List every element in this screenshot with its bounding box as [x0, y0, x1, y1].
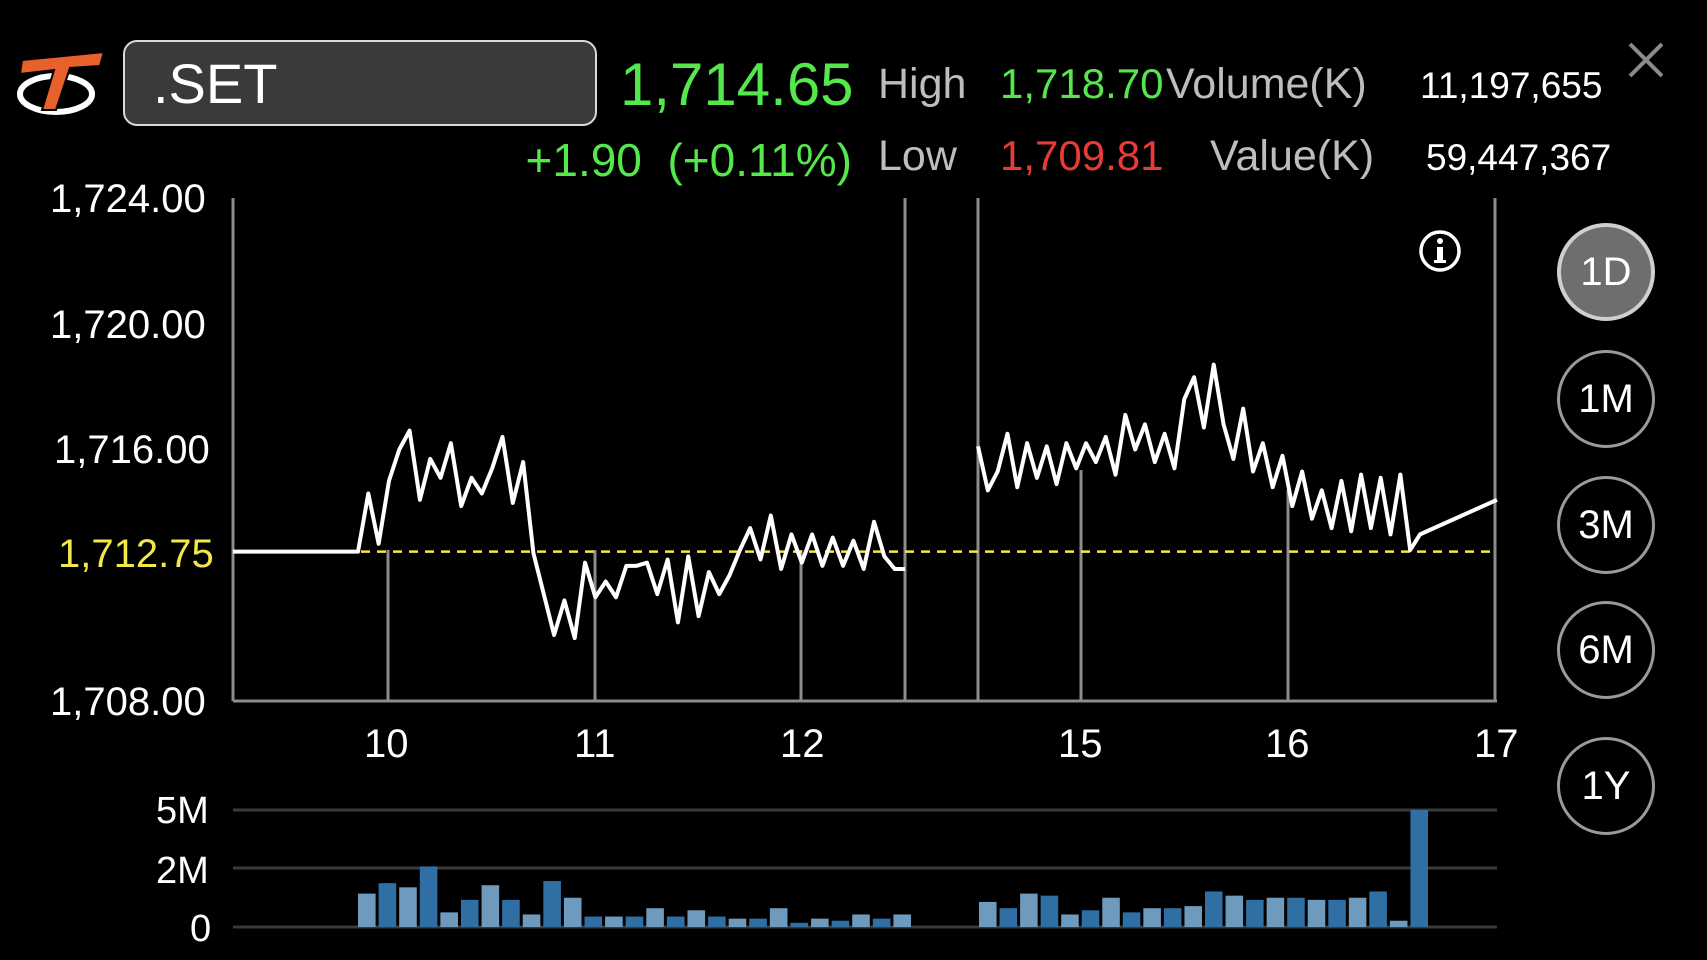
- volume-bar: [979, 901, 997, 927]
- volume-bar: [852, 914, 870, 927]
- volume-bar: [1287, 897, 1305, 927]
- volume-bars: [358, 810, 1428, 927]
- y-tick-label: 1,708.00: [50, 680, 206, 724]
- high-value: 1,718.70: [1000, 60, 1164, 107]
- volume-bar: [1102, 897, 1120, 927]
- volume-bar: [1040, 895, 1059, 927]
- x-tick-label: 11: [574, 722, 616, 766]
- volume-bar: [1328, 899, 1346, 927]
- low-label: Low: [878, 132, 957, 180]
- volume-bar: [460, 899, 479, 927]
- volume-value: 11,197,655: [1420, 65, 1603, 106]
- volume-bar: [749, 918, 767, 927]
- y-tick-label: 1,716.00: [54, 428, 210, 472]
- volume-bar: [1225, 895, 1244, 927]
- symbol-search-input[interactable]: .SET: [123, 40, 597, 126]
- volume-bar: [1163, 908, 1182, 927]
- value-value: 59,447,367: [1426, 137, 1612, 178]
- y-tick-label: 1,724.00: [50, 177, 206, 221]
- volume-bar: [999, 908, 1018, 927]
- x-tick-label: 17: [1474, 722, 1519, 766]
- x-tick-label: 16: [1265, 722, 1310, 766]
- volume-bar: [646, 908, 664, 927]
- x-tick-label: 15: [1058, 722, 1103, 766]
- volume-bar: [522, 914, 541, 927]
- symbol-text: .SET: [153, 51, 278, 115]
- volume-bar: [790, 922, 809, 927]
- volume-bar: [1184, 906, 1202, 927]
- volume-bar: [708, 916, 726, 927]
- volume-bar: [666, 916, 685, 927]
- period-label: 3M: [1578, 502, 1634, 547]
- change-percent: (+0.11%): [667, 134, 852, 186]
- volume-bar: [1081, 910, 1100, 927]
- volume-bar: [502, 899, 520, 927]
- period-label: 1D: [1580, 249, 1632, 294]
- price-line-session-1: [233, 428, 905, 641]
- volume-bar: [769, 908, 788, 927]
- value-label: Value(K): [1210, 132, 1375, 180]
- settrade-logo-icon: [17, 50, 106, 115]
- last-price: 1,714.65: [620, 51, 854, 118]
- price-grid: [231, 198, 1497, 703]
- period-button-6m[interactable]: 6M: [1557, 601, 1655, 699]
- volume-bar: [1020, 893, 1038, 927]
- volume-y-tick-label: 2M: [156, 850, 209, 892]
- volume-bar: [1205, 891, 1223, 927]
- volume-bar: [1348, 897, 1367, 927]
- volume-label: Volume(K): [1166, 60, 1367, 108]
- period-button-1y[interactable]: 1Y: [1557, 737, 1655, 835]
- volume-bar: [1266, 897, 1285, 927]
- volume-bar: [1061, 914, 1079, 927]
- volume-bar: [1369, 891, 1387, 927]
- price-change: +1.90 (+0.11%): [500, 130, 853, 190]
- volume-bar: [543, 881, 561, 927]
- close-icon[interactable]: [1624, 38, 1668, 82]
- volume-bar: [419, 866, 438, 927]
- volume-bar: [1143, 908, 1161, 927]
- reference-price-label: 1,712.75: [58, 532, 214, 576]
- volume-bar: [872, 918, 891, 927]
- volume-bar: [1410, 810, 1428, 927]
- period-label: 6M: [1578, 627, 1634, 672]
- change-value: +1.90: [525, 134, 642, 186]
- volume-bar: [378, 883, 397, 927]
- volume-bar: [1246, 899, 1264, 927]
- volume-y-tick-label: 5M: [156, 790, 209, 832]
- volume-bar: [358, 893, 376, 927]
- price-line-session-2: [976, 362, 1498, 553]
- volume-y-tick-label: 0: [190, 908, 212, 950]
- period-button-1m[interactable]: 1M: [1557, 350, 1655, 448]
- period-button-1d[interactable]: 1D: [1557, 223, 1655, 321]
- volume-bar: [811, 918, 829, 927]
- low-value: 1,709.81: [1000, 132, 1164, 179]
- x-tick-label: 10: [364, 722, 409, 766]
- period-button-3m[interactable]: 3M: [1557, 476, 1655, 574]
- volume-bar: [584, 916, 603, 927]
- volume-bar: [687, 910, 706, 927]
- y-tick-label: 1,720.00: [50, 303, 206, 347]
- volume-bar: [1389, 920, 1408, 927]
- volume-bar: [563, 897, 582, 927]
- volume-bar: [481, 885, 500, 927]
- volume-bar: [728, 918, 747, 927]
- volume-bar: [399, 887, 417, 927]
- high-label: High: [878, 60, 967, 108]
- x-tick-label: 12: [780, 722, 825, 766]
- volume-bar: [1307, 899, 1326, 927]
- volume-bar: [1122, 912, 1141, 927]
- volume-bar: [605, 916, 623, 927]
- period-label: 1Y: [1581, 763, 1631, 808]
- period-label: 1M: [1578, 376, 1634, 421]
- volume-bar: [831, 920, 850, 927]
- volume-bar: [440, 912, 458, 927]
- volume-bar: [625, 916, 644, 927]
- volume-bar: [893, 914, 911, 927]
- info-icon[interactable]: [1418, 229, 1462, 273]
